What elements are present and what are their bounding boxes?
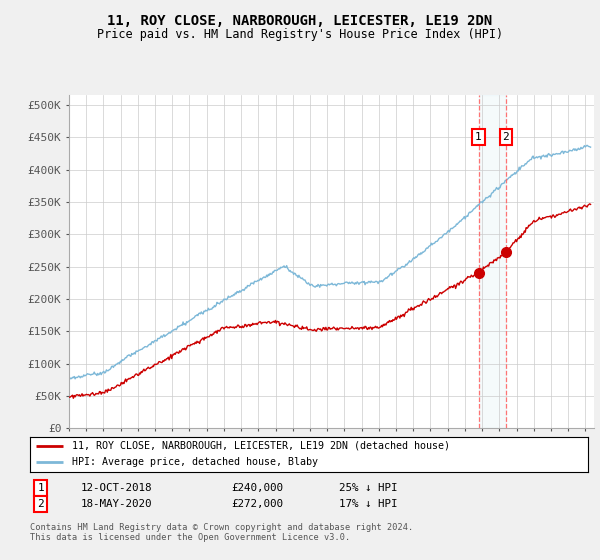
Text: 2: 2 [502, 132, 509, 142]
Text: 18-MAY-2020: 18-MAY-2020 [81, 499, 152, 509]
Text: 1: 1 [37, 483, 44, 493]
Text: £240,000: £240,000 [231, 483, 283, 493]
Text: 2: 2 [37, 499, 44, 509]
Text: £272,000: £272,000 [231, 499, 283, 509]
Text: 11, ROY CLOSE, NARBOROUGH, LEICESTER, LE19 2DN: 11, ROY CLOSE, NARBOROUGH, LEICESTER, LE… [107, 14, 493, 28]
Text: 25% ↓ HPI: 25% ↓ HPI [339, 483, 397, 493]
Bar [479, 95, 506, 428]
Text: Price paid vs. HM Land Registry's House Price Index (HPI): Price paid vs. HM Land Registry's House … [97, 28, 503, 41]
Text: Contains HM Land Registry data © Crown copyright and database right 2024.
This d: Contains HM Land Registry data © Crown c… [30, 523, 413, 543]
Text: 1: 1 [475, 132, 482, 142]
Text: HPI: Average price, detached house, Blaby: HPI: Average price, detached house, Blab… [72, 458, 318, 468]
Text: 12-OCT-2018: 12-OCT-2018 [81, 483, 152, 493]
Text: 17% ↓ HPI: 17% ↓ HPI [339, 499, 397, 509]
Text: 11, ROY CLOSE, NARBOROUGH, LEICESTER, LE19 2DN (detached house): 11, ROY CLOSE, NARBOROUGH, LEICESTER, LE… [72, 441, 450, 451]
